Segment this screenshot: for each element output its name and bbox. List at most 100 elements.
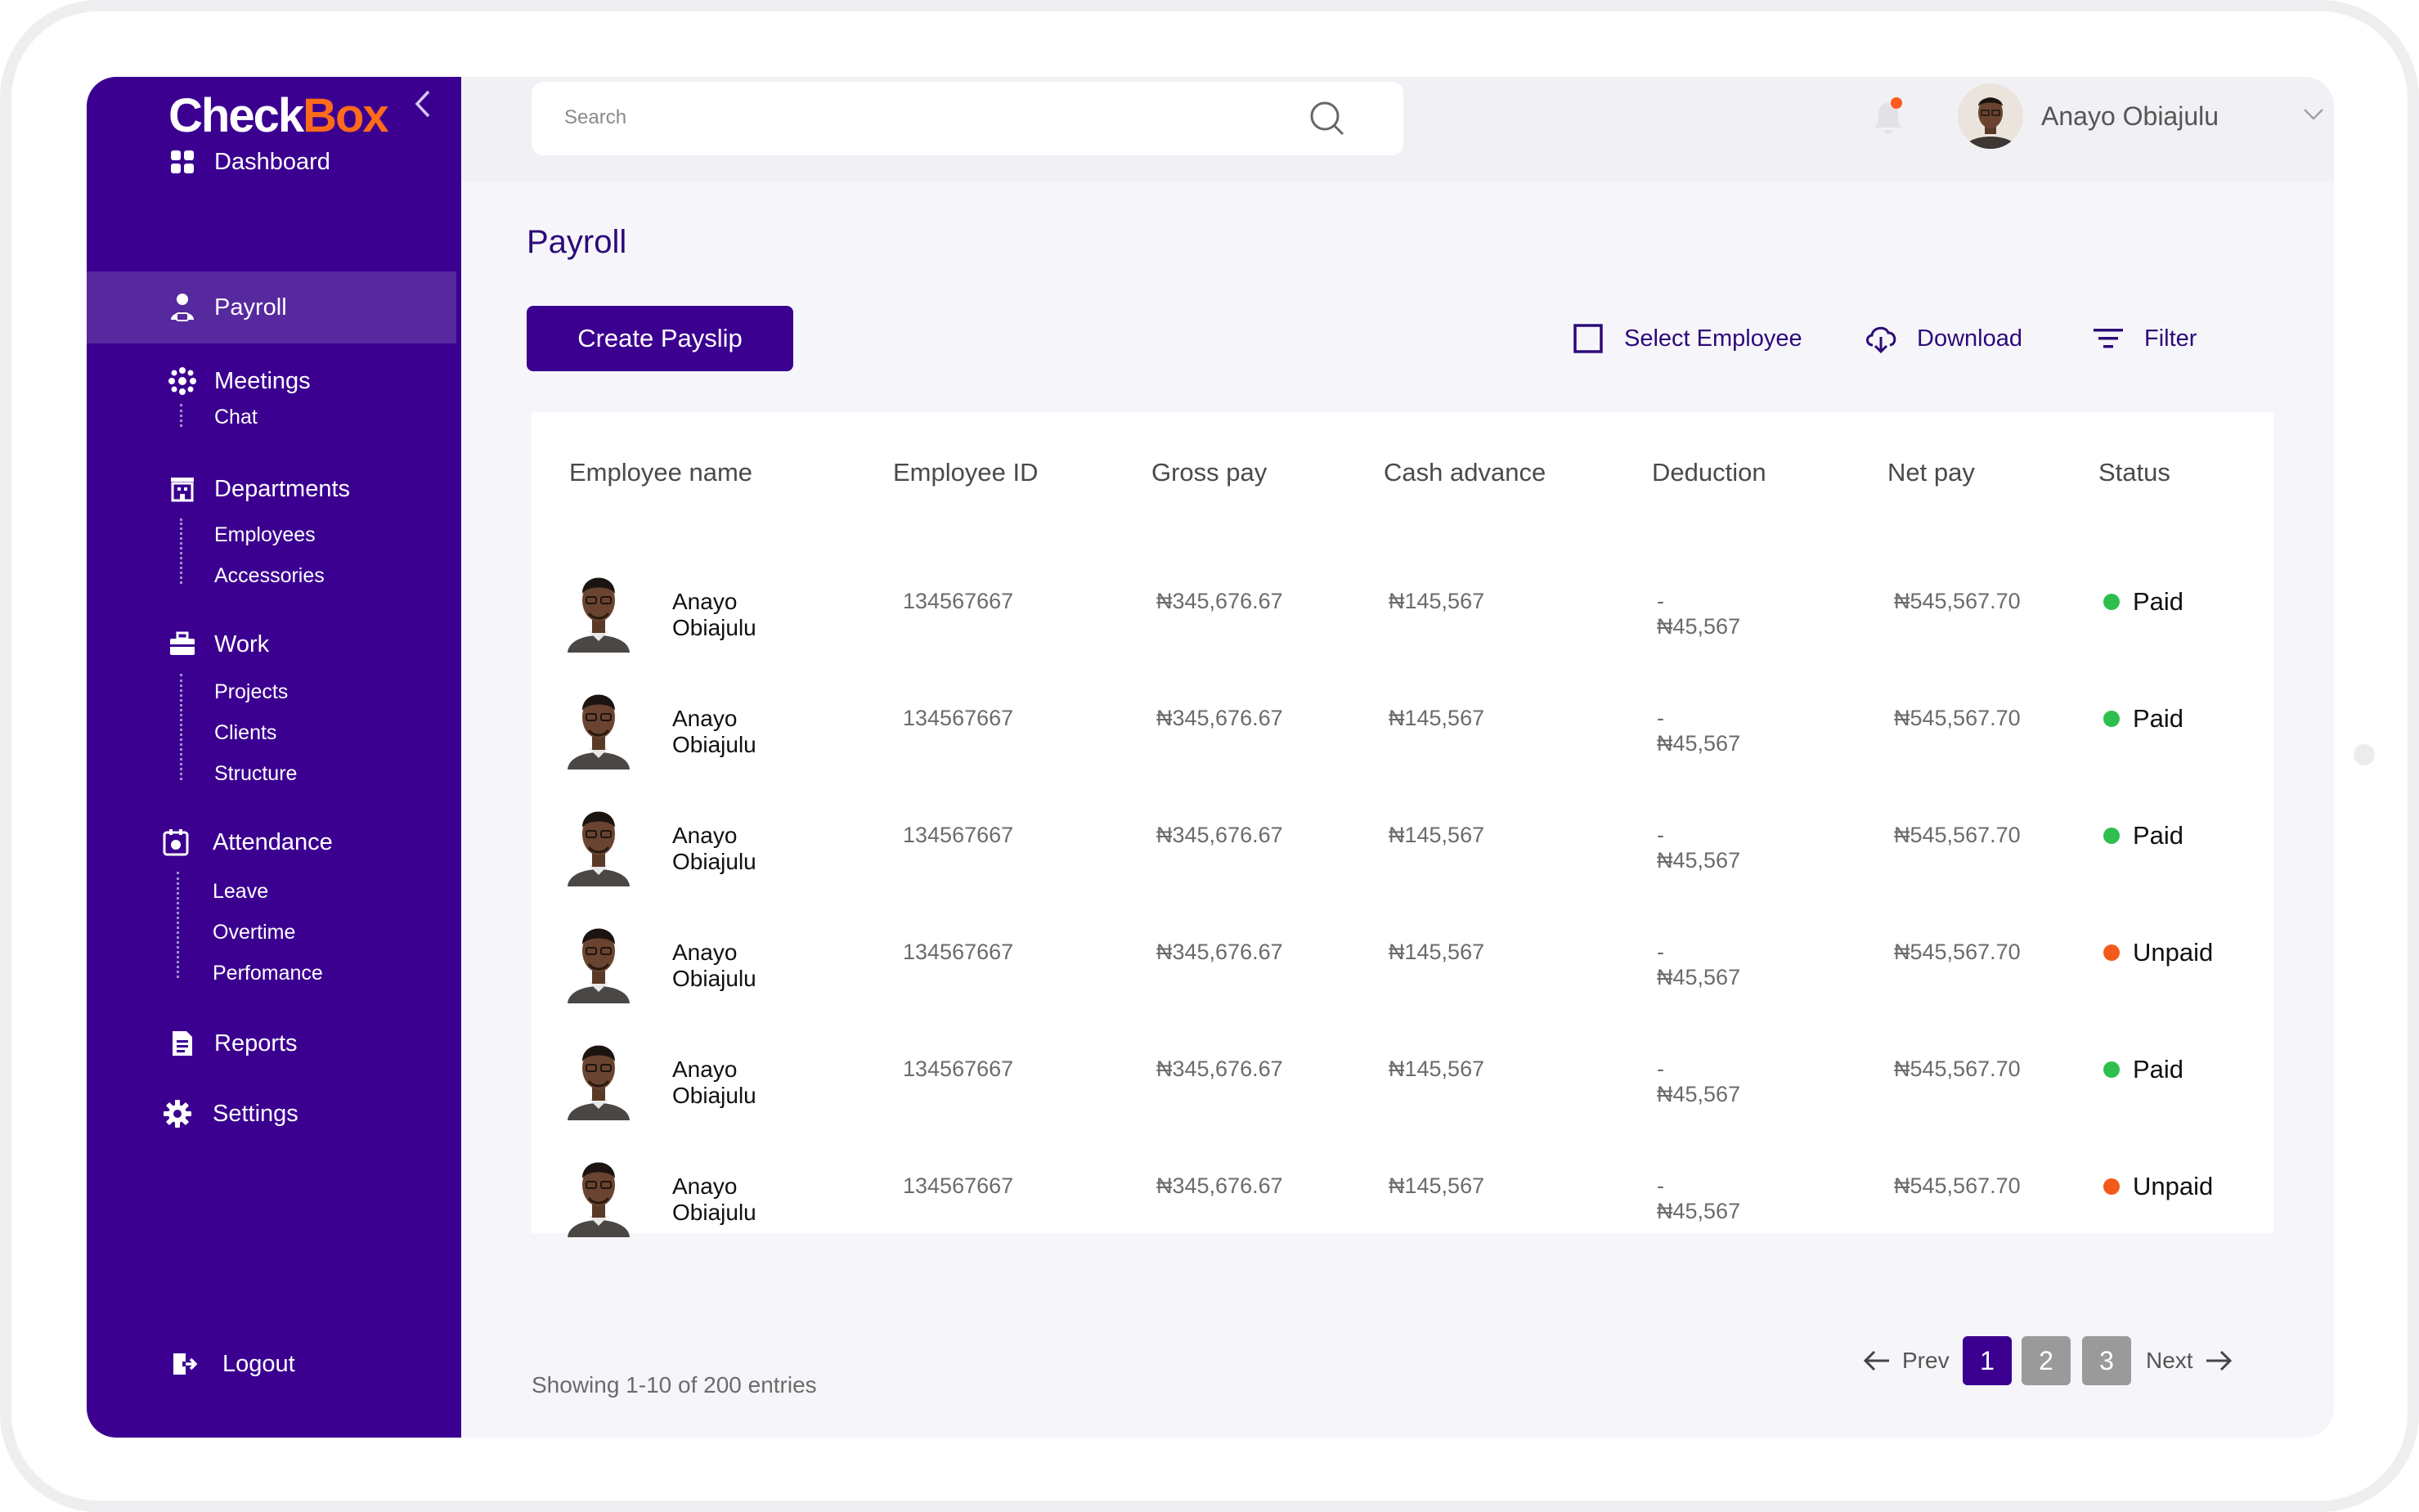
- app-logo: CheckBox: [168, 89, 389, 142]
- top-bar: Anayo Obiajulu: [461, 77, 2334, 182]
- sidebar-item-reports[interactable]: Reports: [87, 1007, 456, 1079]
- employee-name[interactable]: Anayo Obiajulu: [672, 940, 756, 991]
- employee-avatar: [564, 1147, 633, 1237]
- sidebar-subitem-clients[interactable]: Clients: [214, 721, 277, 744]
- cell-cash: ₦145,567: [1389, 823, 1485, 847]
- building-icon: [167, 473, 198, 505]
- search-box: [532, 82, 1403, 155]
- prev-page-button[interactable]: Prev: [1863, 1336, 1950, 1385]
- sidebar-subitem-employees[interactable]: Employees: [214, 523, 316, 546]
- employee-name[interactable]: Anayo Obiajulu: [672, 1173, 756, 1225]
- sidebar-subitem-overtime[interactable]: Overtime: [213, 921, 296, 944]
- column-header-cash-advance[interactable]: Cash advance: [1384, 458, 1546, 487]
- download-label: Download: [1917, 325, 2022, 352]
- search-input[interactable]: [564, 101, 1284, 134]
- column-header-status[interactable]: Status: [2098, 458, 2170, 487]
- employee-avatar: [564, 796, 633, 886]
- sidebar-item-label: Settings: [213, 1100, 298, 1127]
- status-label: Paid: [2133, 587, 2184, 616]
- grid-icon: [167, 146, 198, 177]
- employee-name[interactable]: Anayo Obiajulu: [672, 1057, 756, 1108]
- sidebar-item-payroll[interactable]: Payroll: [87, 271, 456, 343]
- cell-id: 134567667: [903, 706, 1014, 730]
- status-badge: Paid: [2103, 704, 2183, 734]
- sidebar-item-dashboard[interactable]: Dashboard: [87, 126, 456, 198]
- sidebar-subitem-structure[interactable]: Structure: [214, 762, 298, 785]
- column-header-employee-id[interactable]: Employee ID: [893, 458, 1039, 487]
- cell-deduction: - ₦45,567: [1657, 1057, 1741, 1106]
- employee-name[interactable]: Anayo Obiajulu: [672, 823, 756, 874]
- status-label: Paid: [2133, 704, 2184, 733]
- cell-net: ₦545,567.70: [1894, 940, 2021, 964]
- arrow-left-icon: [1863, 1350, 1889, 1371]
- column-header-employee-name[interactable]: Employee name: [569, 458, 753, 487]
- cell-gross: ₦345,676.67: [1156, 1173, 1283, 1198]
- select-employee-label: Select Employee: [1624, 325, 1802, 352]
- cell-cash: ₦145,567: [1389, 1057, 1485, 1081]
- sidebar-item-label: Payroll: [214, 294, 287, 321]
- cell-net: ₦545,567.70: [1894, 1173, 2021, 1198]
- bell-icon[interactable]: [1869, 96, 1907, 139]
- column-header-gross-pay[interactable]: Gross pay: [1151, 458, 1268, 487]
- status-dot: [2103, 944, 2120, 961]
- sidebar-item-label: Reports: [214, 1030, 298, 1057]
- gear-icon: [162, 1098, 193, 1129]
- employee-avatar: [564, 680, 633, 769]
- chevron-down-icon[interactable]: [2301, 101, 2326, 126]
- create-payslip-button[interactable]: Create Payslip: [527, 306, 793, 371]
- user-name[interactable]: Anayo Obiajulu: [2041, 101, 2219, 131]
- sidebar-subitem-leave[interactable]: Leave: [213, 880, 269, 903]
- page-2-button[interactable]: 2: [2022, 1336, 2071, 1385]
- cell-net: ₦545,567.70: [1894, 823, 2021, 847]
- user-money-icon: [167, 292, 198, 323]
- filter-button[interactable]: Filter: [2090, 316, 2197, 361]
- payroll-table: [532, 412, 2273, 1233]
- sidebar-item-work[interactable]: Work: [87, 608, 456, 680]
- cell-gross: ₦345,676.67: [1156, 589, 1283, 613]
- cell-cash: ₦145,567: [1389, 940, 1485, 964]
- download-button[interactable]: Download: [1863, 316, 2022, 361]
- logout-button[interactable]: Logout: [87, 1328, 456, 1400]
- sidebar-subitem-perfomance[interactable]: Perfomance: [213, 962, 323, 985]
- filter-icon: [2090, 321, 2126, 357]
- status-label: Paid: [2133, 821, 2184, 850]
- column-header-net-pay[interactable]: Net pay: [1887, 458, 1975, 487]
- cell-gross: ₦345,676.67: [1156, 1057, 1283, 1081]
- status-badge: Unpaid: [2103, 1172, 2213, 1201]
- cloud-download-icon: [1863, 321, 1899, 357]
- search-icon[interactable]: [1308, 100, 1346, 137]
- sidebar-item-attendance[interactable]: Attendance: [87, 806, 456, 878]
- next-page-button[interactable]: Next: [2146, 1336, 2233, 1385]
- prev-label: Prev: [1902, 1348, 1950, 1373]
- sidebar-item-label: Attendance: [213, 828, 333, 855]
- sidebar-subitem-accessories[interactable]: Accessories: [214, 564, 325, 587]
- sidebar-subitem-projects[interactable]: Projects: [214, 680, 289, 703]
- page-3-button[interactable]: 3: [2082, 1336, 2131, 1385]
- avatar[interactable]: [1958, 83, 2023, 149]
- sidebar-item-meetings[interactable]: Meetings: [87, 345, 456, 417]
- sidebar-item-label: Work: [214, 630, 270, 657]
- checkbox-icon[interactable]: [1570, 321, 1606, 357]
- sidebar-item-settings[interactable]: Settings: [87, 1078, 456, 1150]
- employee-name[interactable]: Anayo Obiajulu: [672, 706, 756, 757]
- status-label: Unpaid: [2133, 1172, 2214, 1200]
- cell-net: ₦545,567.70: [1894, 589, 2021, 613]
- calendar-icon: [160, 827, 191, 858]
- sidebar-item-departments[interactable]: Departments: [87, 453, 456, 525]
- page-1-button[interactable]: 1: [1963, 1336, 2012, 1385]
- cell-id: 134567667: [903, 589, 1014, 613]
- status-badge: Paid: [2103, 587, 2183, 617]
- column-header-deduction[interactable]: Deduction: [1652, 458, 1766, 487]
- submenu-connector: [180, 518, 182, 584]
- sidebar-subitem-chat[interactable]: Chat: [214, 406, 258, 428]
- status-dot: [2103, 1178, 2120, 1195]
- chevron-left-icon[interactable]: [414, 87, 432, 128]
- briefcase-icon: [167, 629, 198, 660]
- cell-id: 134567667: [903, 940, 1014, 964]
- cell-gross: ₦345,676.67: [1156, 940, 1283, 964]
- cell-cash: ₦145,567: [1389, 1173, 1485, 1198]
- cell-id: 134567667: [903, 1057, 1014, 1081]
- select-employee-button[interactable]: Select Employee: [1570, 316, 1802, 361]
- employee-name[interactable]: Anayo Obiajulu: [672, 589, 756, 640]
- submenu-connector: [177, 872, 179, 978]
